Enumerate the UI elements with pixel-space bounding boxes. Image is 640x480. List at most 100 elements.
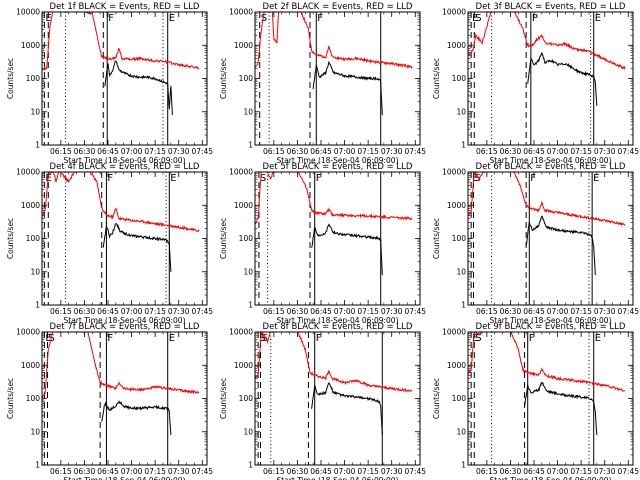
marker-label: P xyxy=(532,13,538,24)
y-tick-label: 10 xyxy=(243,267,253,276)
marker-label: E xyxy=(169,13,175,24)
x-tick-label: 07:15 xyxy=(144,467,166,476)
marker-label: F xyxy=(529,333,535,344)
panel-title: Det 6f BLACK = Events, RED = LLD xyxy=(476,162,626,172)
y-tick-label: 1 xyxy=(248,141,253,150)
panel-2: Det 2f BLACK = Events, RED = LLD 1 10 100 10… xyxy=(219,2,426,165)
x-tick-label: 07:45 xyxy=(191,147,213,156)
series-line-events xyxy=(527,52,598,106)
series-line-lld xyxy=(468,332,626,392)
y-axis-label: Counts/sec xyxy=(432,58,441,99)
x-tick-label: 06:30 xyxy=(500,467,522,476)
y-tick-label: 100 xyxy=(452,74,467,83)
marker-label: E xyxy=(169,333,175,344)
x-tick-label: 07:45 xyxy=(617,307,639,316)
x-tick-label: 06:15 xyxy=(50,307,72,316)
y-tick-label: 100 xyxy=(239,74,254,83)
panel-title: Det 7f BLACK = Events, RED = LLD xyxy=(50,322,200,332)
y-axis-label: Counts/sec xyxy=(219,378,228,419)
marker-label: S xyxy=(475,173,481,184)
x-tick-label: 07:30 xyxy=(168,147,190,156)
x-tick-label: 07:45 xyxy=(617,467,639,476)
x-tick-label: 06:15 xyxy=(50,467,72,476)
x-tick-label: 07:30 xyxy=(168,307,190,316)
y-axis-label: Counts/sec xyxy=(6,218,15,259)
y-tick-label: 100 xyxy=(26,74,41,83)
x-axis-label: Start Time (18-Sep-04 06:09:00) xyxy=(490,476,612,480)
x-tick-label: 07:30 xyxy=(381,307,403,316)
panel-4: Det 4f BLACK = Events, RED = LLD 1 10 100 10… xyxy=(6,162,213,325)
x-tick-label: 06:45 xyxy=(97,467,119,476)
x-axis-label: Start Time (18-Sep-04 06:09:00) xyxy=(64,316,186,325)
marker-label: S xyxy=(260,173,266,184)
marker-label: S xyxy=(475,333,481,344)
panel-1: Det 1f BLACK = Events, RED = LLD 1 10 100 10… xyxy=(6,2,213,165)
series-line-lld xyxy=(468,172,626,227)
marker-label: F xyxy=(108,13,114,24)
marker-label: F xyxy=(107,173,113,184)
panel-title: Det 5f BLACK = Events, RED = LLD xyxy=(263,162,413,172)
marker-label: E xyxy=(170,173,176,184)
x-tick-label: 06:30 xyxy=(74,307,96,316)
y-tick-label: 10 xyxy=(30,267,40,276)
x-tick-label: 06:45 xyxy=(523,467,545,476)
y-tick-label: 10 xyxy=(456,427,466,436)
y-tick-label: 100 xyxy=(239,234,254,243)
x-tick-label: 07:45 xyxy=(617,147,639,156)
marker-label: E xyxy=(45,13,51,24)
marker-label: E xyxy=(593,173,599,184)
y-tick-label: 10000 xyxy=(16,168,40,177)
y-tick-label: 1000 xyxy=(234,201,253,210)
marker-label: S xyxy=(261,13,267,24)
y-tick-label: 1000 xyxy=(234,41,253,50)
panel-title: Det 2f BLACK = Events, RED = LLD xyxy=(263,2,413,12)
x-tick-label: 06:30 xyxy=(500,147,522,156)
x-tick-label: 07:45 xyxy=(191,467,213,476)
x-axis-label: Start Time (18-Sep-04 06:09:00) xyxy=(490,316,612,325)
x-tick-label: 06:15 xyxy=(476,307,498,316)
y-tick-label: 100 xyxy=(452,234,467,243)
x-tick-label: 06:45 xyxy=(310,467,332,476)
x-tick-label: 07:00 xyxy=(334,307,356,316)
x-tick-label: 07:45 xyxy=(404,147,426,156)
series-line-events xyxy=(104,60,173,116)
series-line-lld xyxy=(255,12,413,70)
x-tick-label: 07:15 xyxy=(570,467,592,476)
plot-frame xyxy=(467,11,634,146)
marker-label: S xyxy=(262,333,268,344)
marker-label: E xyxy=(595,13,601,24)
x-tick-label: 07:15 xyxy=(357,307,379,316)
y-axis-label: Counts/sec xyxy=(432,218,441,259)
x-tick-label: 06:15 xyxy=(263,147,285,156)
x-tick-label: 07:00 xyxy=(334,467,356,476)
panel-7: Det 7f BLACK = Events, RED = LLD 1 10 100 10… xyxy=(6,322,213,480)
marker-label: E xyxy=(595,333,601,344)
x-tick-label: 06:30 xyxy=(74,467,96,476)
marker-label: S xyxy=(259,333,265,344)
series-line-lld xyxy=(468,12,626,71)
x-tick-label: 06:30 xyxy=(287,147,309,156)
y-tick-label: 100 xyxy=(26,234,41,243)
marker-label: E xyxy=(45,173,51,184)
x-tick-label: 07:00 xyxy=(547,147,569,156)
y-tick-label: 100 xyxy=(26,394,41,403)
panel-title: Det 8f BLACK = Events, RED = LLD xyxy=(263,322,413,332)
series-line-lld xyxy=(42,12,200,72)
marker-label: F xyxy=(316,333,322,344)
y-axis-label: Counts/sec xyxy=(432,378,441,419)
y-axis-label: Counts/sec xyxy=(6,378,15,419)
x-tick-label: 07:30 xyxy=(168,467,190,476)
y-tick-label: 10000 xyxy=(16,328,40,337)
marker-label: F xyxy=(530,173,536,184)
x-tick-label: 07:30 xyxy=(594,467,616,476)
x-tick-label: 07:00 xyxy=(121,147,143,156)
plot-frame xyxy=(467,171,634,306)
panel-5: Det 5f BLACK = Events, RED = LLD 1 10 100 10… xyxy=(219,162,426,325)
x-tick-label: 07:00 xyxy=(121,467,143,476)
series-line-lld xyxy=(42,332,200,400)
x-tick-label: 06:30 xyxy=(287,307,309,316)
y-tick-label: 1000 xyxy=(21,361,40,370)
plot-frame xyxy=(41,11,208,146)
x-tick-label: 07:00 xyxy=(334,147,356,156)
